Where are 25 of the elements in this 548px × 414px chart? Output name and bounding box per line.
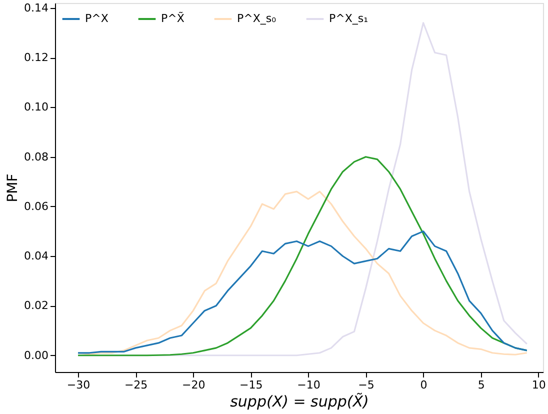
y-tick-label: 0.10 (24, 100, 48, 114)
x-tick-label: −25 (124, 378, 148, 392)
line-series (77, 190, 528, 356)
x-axis-title: supp(X) = supp(X̃) (230, 392, 369, 410)
y-tick-label: 0.06 (24, 200, 48, 213)
x-tick-label: −15 (240, 378, 263, 392)
x-tick-label: −20 (182, 378, 206, 392)
y-tick-label: 0.02 (24, 299, 48, 312)
x-tick-label: 5 (478, 378, 485, 392)
x-tick-label: −5 (358, 378, 374, 392)
y-tick-label: 0.00 (24, 348, 48, 362)
legend-label: P^X̃ (161, 10, 185, 25)
legend-label: P^X_s₁ (329, 12, 368, 25)
line-series (77, 230, 528, 354)
x-tick-label: 0 (420, 378, 428, 392)
legend-label: P^X (85, 12, 109, 25)
y-tick-label: 0.08 (24, 150, 48, 164)
x-tick-label: −10 (297, 378, 320, 392)
legend-label: P^X_s₀ (237, 12, 277, 25)
x-tick-label: −30 (66, 378, 90, 392)
y-axis-title: PMF (5, 174, 22, 202)
y-tick-label: 0.04 (24, 250, 48, 263)
x-tick-label: 10 (532, 378, 546, 392)
y-tick-label: 0.12 (24, 51, 48, 64)
y-tick-label: 0.14 (24, 1, 48, 14)
